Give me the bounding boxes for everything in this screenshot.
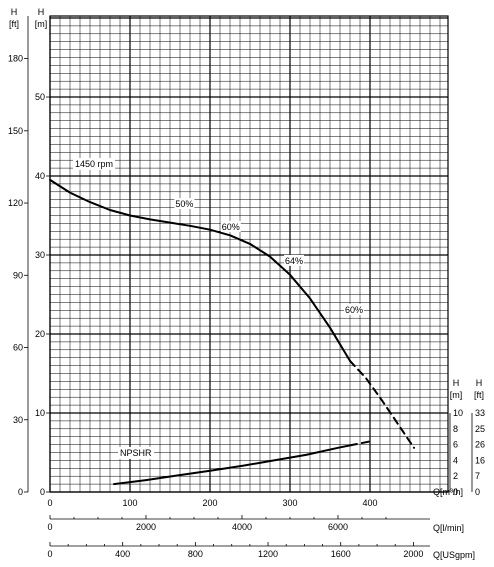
- chart-curves: [49, 178, 415, 486]
- q-m3h-tick-label: 200: [202, 498, 217, 508]
- h-m-axis-title: H: [38, 7, 45, 17]
- efficiency-label: 60%: [222, 222, 240, 232]
- h-ft-tick-label: 60: [13, 343, 23, 353]
- head-curve: [49, 178, 351, 362]
- npsh-ft-tick-label: 16: [475, 455, 485, 465]
- npsh-m-tick-label: 10: [453, 408, 463, 418]
- q-usgpm-tick-label: 0: [47, 549, 52, 559]
- h-ft-tick-label: 0: [18, 487, 23, 497]
- head-curve-dashed: [349, 359, 415, 449]
- h-m-axis-unit: [m]: [35, 19, 48, 29]
- efficiency-label-bg: [284, 254, 304, 266]
- q-m3h-tick-label: 100: [122, 498, 137, 508]
- npsh-ft-axis-title: H: [476, 378, 483, 388]
- h-ft-axis-unit: [ft]: [9, 19, 19, 29]
- npshr-label: NPSHR: [120, 448, 152, 458]
- q-lmin-tick-label: 6000: [328, 522, 348, 532]
- npsh-ft-tick-label: 0: [475, 487, 480, 497]
- q-m3h-tick-label: 400: [362, 498, 377, 508]
- speed-label-bg: [73, 158, 116, 170]
- npshr-label-bg: [118, 447, 155, 459]
- plot-border: [49, 15, 449, 493]
- npsh-m-axis-unit: [m]: [450, 390, 463, 400]
- npsh-m-axis-title: H: [453, 378, 460, 388]
- tick-labels: 0102030405003060901201501800246810071626…: [8, 54, 485, 559]
- h-ft-tick-label: 120: [8, 198, 23, 208]
- npsh-m-tick-label: 8: [453, 424, 458, 434]
- q-usgpm-tick-label: 1600: [331, 549, 351, 559]
- npsh-m-tick-label: 6: [453, 440, 458, 450]
- q-m3h-axis-label: Q[m³/h]: [433, 487, 463, 497]
- h-m-tick-label: 0: [40, 487, 45, 497]
- efficiency-label-bg: [174, 198, 195, 210]
- q-lmin-axis-label: Q[l/min]: [433, 523, 464, 533]
- npsh-ft-tick-label: 25: [475, 424, 485, 434]
- h-ft-tick-label: 150: [8, 126, 23, 136]
- efficiency-label-bg: [220, 220, 241, 232]
- npsh-m-tick-label: 4: [453, 455, 458, 465]
- h-m-tick-label: 10: [35, 408, 45, 418]
- npsh-ft-tick-label: 26: [475, 440, 485, 450]
- efficiency-label-bg: [344, 303, 364, 315]
- q-usgpm-tick-label: 400: [115, 549, 130, 559]
- chart-grid: [24, 15, 473, 547]
- q-usgpm-tick-label: 800: [188, 549, 203, 559]
- efficiency-annotations: 50% 60% 64% 60%: [174, 198, 364, 315]
- efficiency-label: 64%: [285, 256, 303, 266]
- q-lmin-tick-label: 0: [47, 522, 52, 532]
- q-usgpm-axis-label: Q[USgpm]: [433, 550, 475, 560]
- h-ft-tick-label: 180: [8, 54, 23, 64]
- npsh-m-tick-label: 0: [453, 487, 458, 497]
- q-m3h-tick-label: 300: [282, 498, 297, 508]
- h-m-tick-label: 50: [35, 92, 45, 102]
- npshr-curve: [113, 444, 351, 486]
- q-lmin-tick-label: 4000: [232, 522, 252, 532]
- q-usgpm-tick-label: 2000: [403, 549, 423, 559]
- h-m-tick-label: 40: [35, 171, 45, 181]
- q-lmin-tick-label: 2000: [136, 522, 156, 532]
- h-ft-tick-label: 30: [13, 415, 23, 425]
- h-ft-axis-title: H: [11, 7, 18, 17]
- speed-label: 1450 rpm: [75, 159, 113, 169]
- q-m3h-tick-label: 0: [47, 498, 52, 508]
- efficiency-label: 60%: [345, 305, 363, 315]
- npsh-ft-tick-label: 33: [475, 408, 485, 418]
- npshr-curve-dashed: [349, 440, 371, 447]
- npsh-ft-tick-label: 7: [475, 471, 480, 481]
- h-ft-tick-label: 90: [13, 270, 23, 280]
- efficiency-label: 50%: [175, 199, 193, 209]
- npsh-ft-axis-unit: [ft]: [474, 390, 484, 400]
- h-m-tick-label: 30: [35, 250, 45, 260]
- h-m-tick-label: 20: [35, 329, 45, 339]
- npsh-m-tick-label: 2: [453, 471, 458, 481]
- q-usgpm-tick-label: 1200: [258, 549, 278, 559]
